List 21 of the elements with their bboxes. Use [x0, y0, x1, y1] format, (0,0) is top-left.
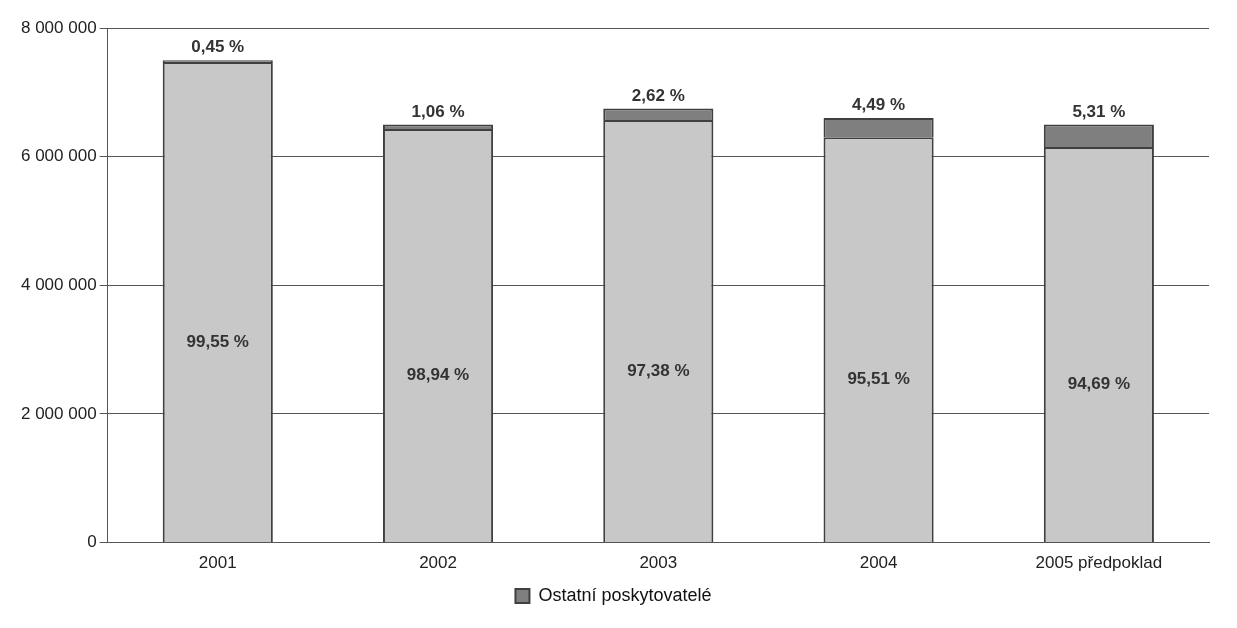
x-tick-label: 2004 [859, 553, 898, 573]
x-tick-label: 2003 [639, 553, 678, 573]
y-tick-label: 0 [87, 532, 97, 552]
annotation: 1,06 % [411, 101, 465, 121]
y-tick-label: 4 000 000 [20, 274, 97, 294]
annotation: 97,38 % [627, 360, 690, 380]
y-tick-label: 2 000 000 [20, 403, 97, 423]
annotation: 99,55 % [186, 331, 249, 351]
y-tick-label: 6 000 000 [20, 146, 97, 166]
x-tick-label: 2001 [198, 553, 237, 573]
annotation: 0,45 % [191, 37, 245, 57]
x-tick-label: 2005 předpoklad [1035, 553, 1163, 573]
annotation: 5,31 % [1072, 101, 1126, 121]
legend-label: Ostatní poskytovatelé [538, 584, 712, 605]
y-tick-label: 8 000 000 [20, 17, 97, 37]
annotation: 95,51 % [847, 369, 910, 389]
annotation: 94,69 % [1067, 374, 1131, 394]
x-tick-label: 2002 [419, 553, 457, 573]
annotation: 98,94 % [406, 365, 470, 385]
annotation: 4,49 % [852, 95, 906, 115]
annotation: 2,62 % [631, 85, 685, 105]
